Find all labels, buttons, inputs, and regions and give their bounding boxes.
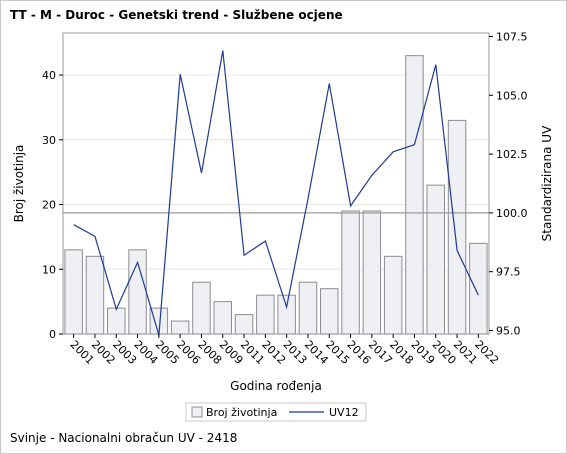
y2-tick-label: 97.5 — [496, 266, 521, 279]
y-axis-title: Broj životinja — [12, 145, 26, 223]
x-tick-label: 2020 — [430, 338, 459, 367]
plot-area-border — [62, 32, 490, 335]
bar-2002 — [85, 255, 105, 335]
bar-2020 — [426, 184, 445, 335]
x-tick-label: 2002 — [89, 338, 118, 367]
x-tick-label: 2003 — [110, 338, 139, 367]
legend-label-line: UV12 — [329, 406, 359, 419]
bar-2017 — [362, 210, 382, 335]
bar-2018 — [383, 255, 403, 335]
bar-2016 — [341, 210, 360, 335]
y2-axis-title: Standardizirana UV — [540, 125, 554, 241]
bar-2015 — [320, 288, 339, 335]
x-tick-label: 2005 — [153, 338, 182, 367]
y-tick-label: 10 — [42, 263, 56, 276]
chart-title: TT - M - Duroc - Genetski trend - Službe… — [10, 8, 343, 22]
x-tick-label: 2006 — [174, 338, 203, 367]
x-tick-label: 2015 — [323, 338, 352, 367]
x-tick-label: 2019 — [408, 338, 437, 367]
y2-tick-label: 105.0 — [496, 89, 528, 102]
y2-tick-label: 102.5 — [496, 148, 528, 161]
y2-tick-label: 100.0 — [496, 207, 528, 220]
bar-2014 — [298, 281, 318, 335]
bar-2006 — [170, 320, 190, 335]
bar-2009 — [213, 301, 232, 335]
x-axis-title: Godina rođenja — [230, 379, 322, 393]
legend-label-bars: Broj životinja — [206, 406, 277, 419]
bar-2021 — [447, 119, 467, 335]
x-tick-label: 2017 — [366, 338, 395, 367]
bar-2011 — [234, 314, 254, 335]
x-tick-label: 2018 — [387, 338, 416, 367]
x-tick-label: 2008 — [195, 338, 224, 367]
bar-2013 — [277, 294, 296, 335]
y2-tick-label: 107.5 — [496, 31, 528, 44]
x-tick-label: 2004 — [131, 338, 160, 367]
line-series-uv12 — [73, 50, 479, 336]
bar-2022 — [469, 242, 488, 335]
bar-2001 — [64, 249, 83, 335]
x-tick-label: 2011 — [238, 338, 267, 367]
y-tick-label: 30 — [42, 134, 56, 147]
y-tick-label: 0 — [49, 328, 56, 341]
x-tick-label: 2001 — [68, 338, 97, 367]
bar-2008 — [192, 281, 211, 335]
legend-swatch-bars — [191, 406, 203, 418]
bar-2019 — [405, 55, 424, 335]
x-tick-label: 2013 — [281, 338, 310, 367]
x-tick-label: 2014 — [302, 338, 331, 367]
footer-text: Svinje - Nacionalni obračun UV - 2418 — [10, 431, 238, 445]
legend-box — [185, 402, 367, 422]
y-tick-label: 40 — [42, 69, 56, 82]
x-tick-label: 2021 — [451, 338, 480, 367]
x-tick-label: 2022 — [472, 338, 501, 367]
x-tick-label: 2012 — [259, 338, 288, 367]
y-tick-label: 20 — [42, 199, 56, 212]
bar-2012 — [256, 294, 275, 335]
bar-2003 — [107, 307, 126, 335]
x-tick-label: 2016 — [344, 338, 373, 367]
y2-tick-label: 95.0 — [496, 324, 521, 337]
x-tick-label: 2009 — [217, 338, 246, 367]
